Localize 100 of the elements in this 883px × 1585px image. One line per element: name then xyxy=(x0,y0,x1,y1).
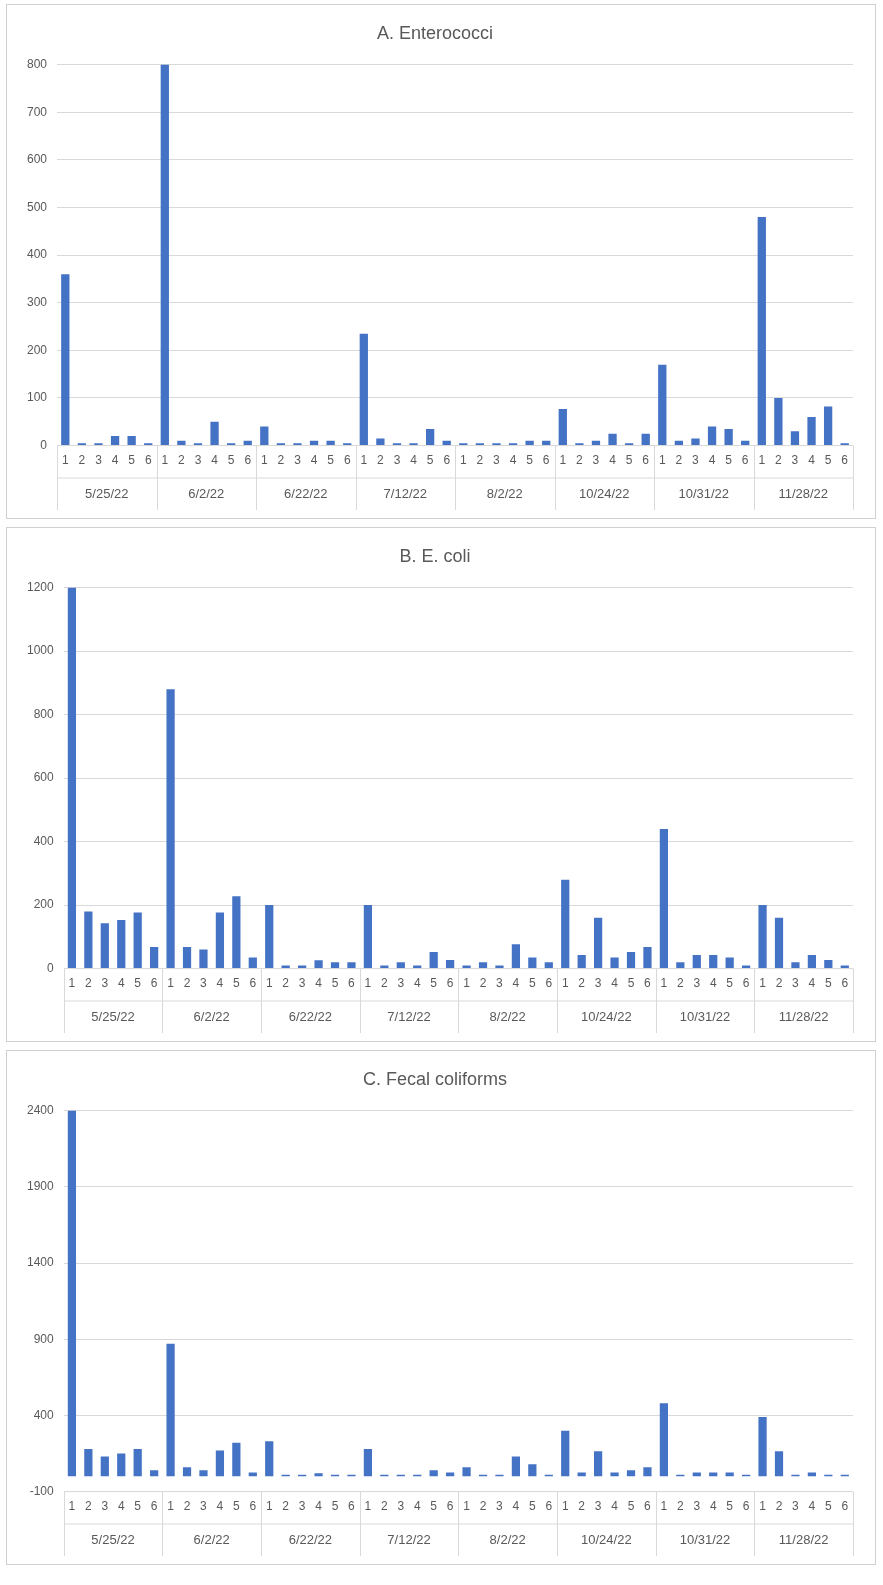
bar xyxy=(542,440,551,446)
bar xyxy=(626,1470,636,1477)
bar xyxy=(215,1450,225,1477)
bar xyxy=(425,428,435,446)
bar xyxy=(442,440,451,446)
y-tick-label: -100 xyxy=(29,1483,55,1498)
x-tick-label: 1 xyxy=(758,453,766,468)
x-tick-label: 1 xyxy=(61,453,69,468)
bar xyxy=(758,1416,767,1477)
x-tick-label: 5 xyxy=(726,1499,734,1514)
x-tick-label: 6 xyxy=(841,453,849,468)
bar xyxy=(707,426,717,446)
bar xyxy=(608,433,617,446)
bar xyxy=(199,949,208,969)
bar xyxy=(429,952,438,969)
bar xyxy=(643,947,652,969)
bar xyxy=(724,428,733,446)
bar xyxy=(658,364,667,446)
x-tick-label: 4 xyxy=(117,976,125,991)
bar xyxy=(248,957,257,969)
x-tick-label: 4 xyxy=(216,1499,224,1514)
x-tick-label: 5 xyxy=(134,1499,142,1514)
bar xyxy=(100,923,109,969)
bar xyxy=(150,947,159,969)
x-tick-label: 5 xyxy=(331,976,339,991)
bar xyxy=(359,333,368,446)
x-tick-label: 3 xyxy=(791,453,799,468)
x-tick-label: 6 xyxy=(249,1499,257,1514)
text: 10/24/22 xyxy=(581,1008,632,1024)
text: 6/2/22 xyxy=(193,1531,230,1547)
bar xyxy=(199,1470,208,1477)
y-tick-label: 900 xyxy=(33,1331,55,1346)
x-tick-label: 5 xyxy=(331,1499,339,1514)
y-tick-label: 200 xyxy=(26,342,48,357)
x-tick-label: 6 xyxy=(841,1499,849,1514)
x-tick-label: 6 xyxy=(249,976,257,991)
x-tick-label: 3 xyxy=(294,453,302,468)
text: 6/22/22 xyxy=(288,1008,333,1024)
x-tick-label: 4 xyxy=(111,453,119,468)
text: 7/12/22 xyxy=(383,485,427,501)
x-tick-label: 2 xyxy=(178,453,186,468)
y-tick-label: 400 xyxy=(26,247,48,262)
x-tick-label: 1 xyxy=(360,453,368,468)
x-tick-label: 1 xyxy=(759,976,767,991)
x-tick-label: 2 xyxy=(381,1499,389,1514)
x-tick-label: 5 xyxy=(625,453,633,468)
bar xyxy=(691,438,700,446)
y-tick-label: 100 xyxy=(26,390,48,405)
bar xyxy=(462,965,471,969)
bar xyxy=(641,433,650,446)
bar xyxy=(363,1448,373,1477)
bar xyxy=(376,438,385,446)
x-tick-label: 2 xyxy=(675,453,683,468)
y-tick-label: 600 xyxy=(33,770,55,785)
y-tick-label: 700 xyxy=(26,104,48,119)
x-tick-label: 1 xyxy=(68,976,76,991)
x-tick-label: 3 xyxy=(592,453,600,468)
bar xyxy=(281,965,290,969)
x-tick-label: 5 xyxy=(426,453,434,468)
x-tick-label: 4 xyxy=(315,976,323,991)
x-tick-label: 4 xyxy=(611,976,619,991)
x-tick-label: 5 xyxy=(327,453,335,468)
bar xyxy=(347,962,356,969)
x-tick-label: 4 xyxy=(709,976,717,991)
x-tick-label: 3 xyxy=(693,976,701,991)
text: 6/22/22 xyxy=(284,485,328,501)
bar xyxy=(133,912,142,969)
chart-title: B. E. coli xyxy=(399,545,471,566)
bar xyxy=(117,1453,126,1477)
x-tick-label: 6 xyxy=(742,1499,750,1514)
x-tick-label: 3 xyxy=(397,1499,405,1514)
x-tick-label: 2 xyxy=(775,453,783,468)
x-tick-label: 4 xyxy=(808,976,816,991)
bar xyxy=(100,1456,109,1477)
bar xyxy=(709,954,718,969)
bar xyxy=(774,917,784,969)
bar xyxy=(525,440,534,446)
bar xyxy=(610,957,619,969)
x-tick-label: 6 xyxy=(742,976,750,991)
bar xyxy=(758,905,767,969)
y-tick-label: 400 xyxy=(33,1407,55,1422)
x-tick-label: 2 xyxy=(377,453,385,468)
bar xyxy=(594,1451,603,1477)
x-tick-label: 2 xyxy=(85,1499,93,1514)
bar xyxy=(741,440,750,446)
bar xyxy=(363,905,373,969)
x-tick-label: 6 xyxy=(545,1499,553,1514)
x-tick-label: 5 xyxy=(430,1499,438,1514)
x-tick-label: 1 xyxy=(265,976,273,991)
x-tick-label: 5 xyxy=(824,1499,832,1514)
x-tick-label: 6 xyxy=(446,976,454,991)
x-tick-label: 1 xyxy=(660,976,668,991)
bar xyxy=(182,947,192,969)
x-tick-label: 3 xyxy=(496,1499,504,1514)
bar xyxy=(215,912,225,969)
x-tick-label: 6 xyxy=(545,976,553,991)
x-tick-label: 5 xyxy=(627,976,635,991)
y-tick-label: 400 xyxy=(33,833,55,848)
bar xyxy=(127,436,136,446)
bar xyxy=(659,828,669,969)
